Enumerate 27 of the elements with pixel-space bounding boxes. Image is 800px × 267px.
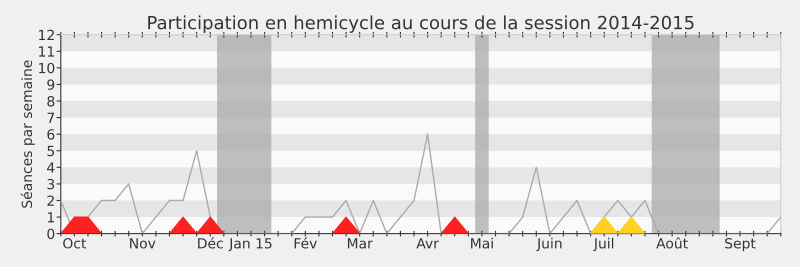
y-tick-label: 6: [47, 129, 54, 140]
x-tick-label: Mai: [471, 238, 493, 249]
y-tick-label: 2: [47, 195, 54, 206]
x-tick-label: Déc: [198, 237, 223, 249]
y-tick-label: 3: [47, 178, 54, 190]
x-tick-label: Juil: [593, 238, 614, 252]
x-tick-label: Juin: [536, 238, 562, 252]
y-tick-label: 12: [39, 30, 54, 40]
y-tick-label: 11: [39, 46, 54, 57]
y-tick-label: 9: [47, 79, 54, 90]
x-tick-label: Jan 15: [228, 238, 272, 252]
x-tick-label: Avr: [416, 238, 439, 248]
y-tick-label: 1: [48, 212, 54, 222]
y-axis-title: Séances par semaine: [20, 60, 35, 208]
y-tick-label: 7: [48, 112, 54, 123]
x-tick-label: Oct: [63, 238, 86, 249]
y-tick-label: 10: [39, 62, 54, 74]
x-tick-label: Août: [656, 237, 688, 249]
y-tick-label: 8: [47, 96, 54, 106]
x-tick-label: Sept: [725, 238, 756, 252]
y-tick-label: 0: [47, 228, 54, 240]
x-tick-label: Fév: [294, 237, 317, 249]
x-tick-label: Mar: [348, 238, 373, 249]
y-tick-label: 5: [47, 146, 54, 156]
chart-title: Participation en hemicycle au cours de la session 2014-2015: [148, 15, 694, 33]
x-tick-label: Nov: [130, 238, 156, 249]
y-tick-label: 4: [47, 162, 54, 173]
